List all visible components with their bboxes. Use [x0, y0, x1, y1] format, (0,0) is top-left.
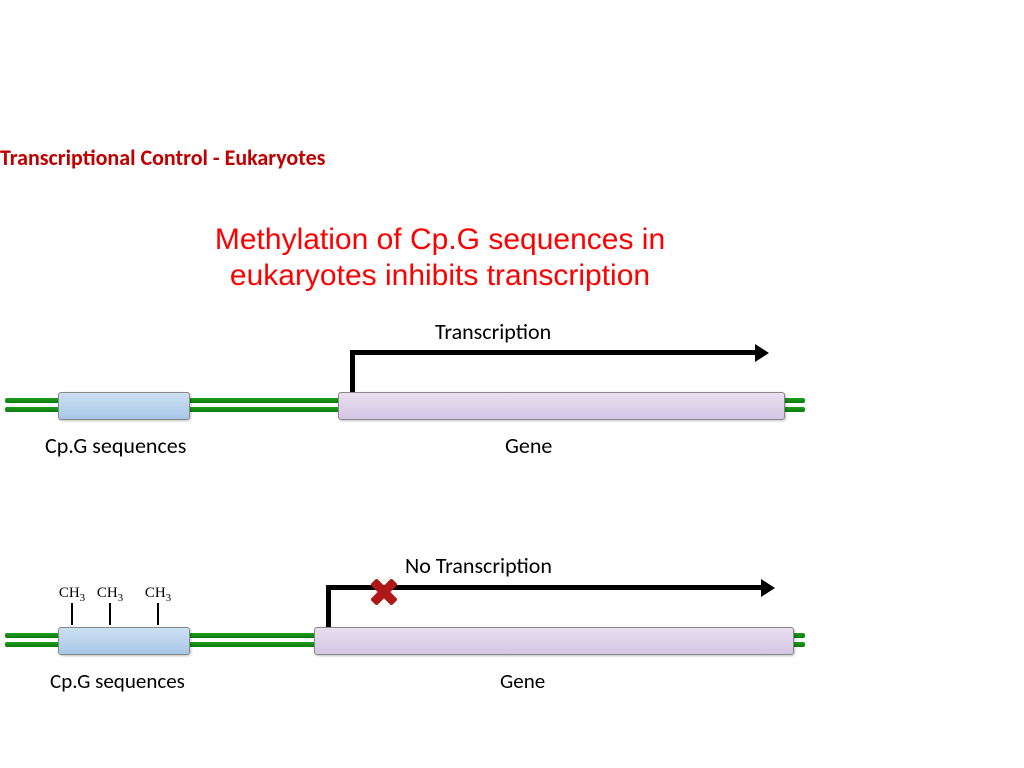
gene-label-top: Gene [505, 432, 552, 459]
cpg-label-top: Cp.G sequences [45, 432, 186, 459]
methyl-label-3: CH3 [141, 585, 175, 604]
page-heading: Transcriptional Control - Eukaryotes [0, 144, 325, 171]
methyl-tick-2 [109, 603, 111, 625]
methyl-label-1: CH3 [55, 585, 89, 604]
subtitle-line-1: Methylation of Cp.G sequences in [215, 223, 665, 256]
methyl-tick-3 [157, 603, 159, 625]
slide: Transcriptional Control - Eukaryotes Met… [0, 0, 1024, 768]
cpg-region-bottom [58, 627, 190, 655]
blocked-icon [370, 578, 398, 606]
gene-label-bottom: Gene [500, 668, 545, 694]
methyl-tick-1 [71, 603, 73, 625]
cpg-label-bottom: Cp.G sequences [50, 668, 185, 694]
transcription-arrow-top [350, 350, 770, 398]
subtitle-line-2: eukaryotes inhibits transcription [230, 259, 650, 292]
cpg-region-top [58, 392, 190, 420]
transcription-label-top: Transcription [435, 318, 551, 345]
gene-region-top [338, 392, 785, 420]
subtitle: Methylation of Cp.G sequences in eukaryo… [130, 222, 750, 294]
transcription-label-bottom: No Transcription [405, 552, 552, 579]
gene-region-bottom [314, 627, 794, 655]
methyl-label-2: CH3 [93, 585, 127, 604]
